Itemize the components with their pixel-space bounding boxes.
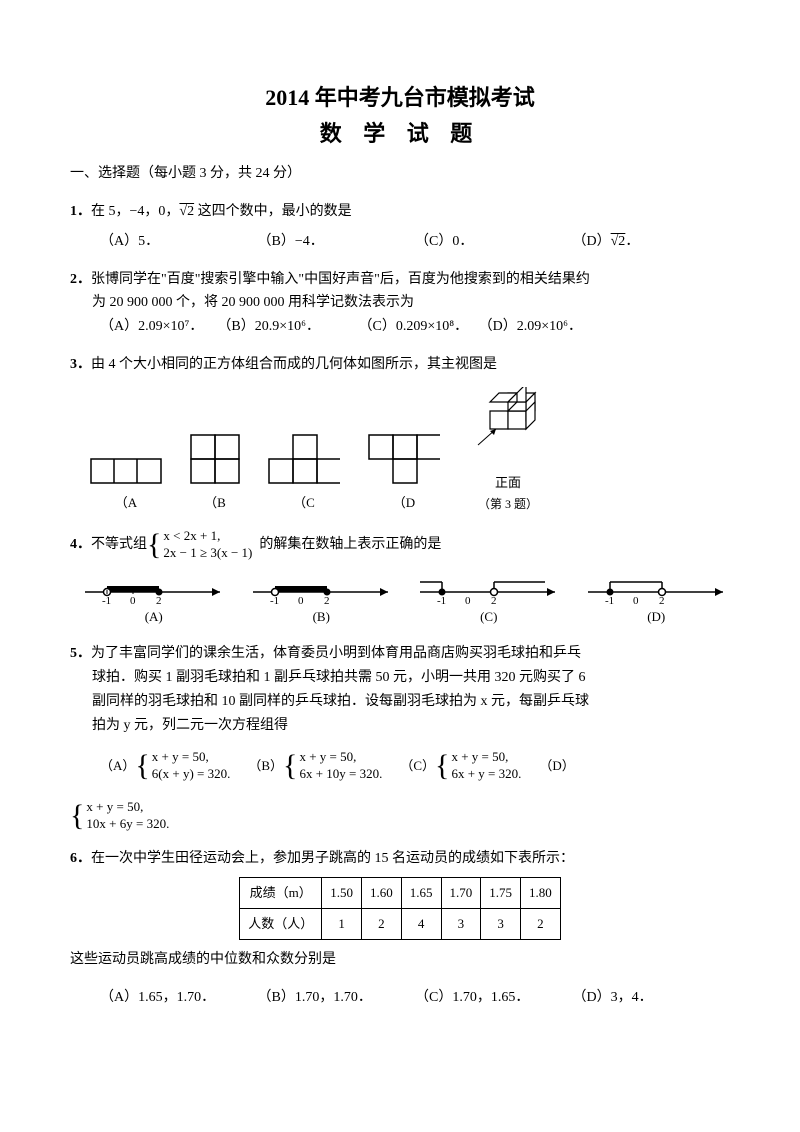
- title-main: 2014 年中考九台市模拟考试: [70, 80, 730, 112]
- q6-opt-d: （D）3，4．: [573, 986, 731, 1010]
- numberline-d: -1 0 2: [583, 572, 731, 604]
- exam-page: 2014 年中考九台市模拟考试 数 学 试 题 一、选择题（每小题 3 分，共 …: [0, 0, 800, 1064]
- table-row: 成绩（m） 1.50 1.60 1.65 1.70 1.75 1.80: [240, 877, 561, 908]
- brace-icon: {: [147, 530, 161, 560]
- svg-text:2: 2: [659, 595, 665, 604]
- svg-text:0: 0: [465, 595, 471, 604]
- q6-tail: 这些运动员跳高成绩的中位数和众数分别是: [70, 948, 730, 972]
- q3-text: 由 4 个大小相同的正方体组合而成的几何体如图所示，其主视图是: [91, 357, 497, 372]
- q4-lab-b: (B): [248, 606, 396, 628]
- svg-text:-1: -1: [605, 595, 614, 604]
- q2-opt-a: （A）2.09×10⁷．: [100, 319, 203, 334]
- q3-fig-d: （D: [368, 433, 440, 514]
- q2-num: 2．: [70, 272, 91, 287]
- q3-svg-d: [368, 433, 440, 485]
- q4-text-a: 不等式组: [91, 533, 147, 557]
- numberline-b: -1 0 2: [248, 572, 396, 604]
- q2-opt-b: （B）20.9×10⁶．: [217, 319, 320, 334]
- q3-svg-c: [268, 433, 340, 485]
- svg-text:2: 2: [156, 595, 162, 604]
- q3-num: 3．: [70, 357, 91, 372]
- q4-num: 4．: [70, 533, 91, 557]
- svg-text:0: 0: [633, 595, 639, 604]
- q4-system: { x < 2x + 1, 2x − 1 ≥ 3(x − 1): [147, 528, 252, 562]
- q6-num: 6．: [70, 851, 91, 866]
- svg-text:-1: -1: [270, 595, 279, 604]
- q5-opt-c: （C） {x + y = 50,6x + y = 320.: [400, 749, 521, 783]
- q1-opt-b: （B）−4．: [258, 230, 416, 254]
- title-sub: 数 学 试 题: [70, 116, 730, 148]
- q1-text-b: 这四个数中，最小的数是: [194, 204, 352, 219]
- q4-lab-a: (A): [80, 606, 228, 628]
- svg-text:0: 0: [298, 595, 304, 604]
- question-5: 5．为了丰富同学们的课余生活，体育委员小明到体育用品商店购买羽毛球拍和乒乓 球拍…: [70, 642, 730, 833]
- q5-num: 5．: [70, 646, 91, 661]
- q4-lab-c: (C): [415, 606, 563, 628]
- svg-text:2: 2: [491, 595, 497, 604]
- q6-opt-c: （C）1.70，1.65．: [415, 986, 573, 1010]
- q5-opt-a: （A） {x + y = 50,6(x + y) = 320.: [100, 749, 230, 783]
- q2-opt-d: （D）2.09×10⁶．: [479, 319, 582, 334]
- q2-line1: 张博同学在"百度"搜索引擎中输入"中国好声音"后，百度为他搜索到的相关结果约: [91, 272, 590, 287]
- q2-line2: 为 20 900 000 个，将 20 900 000 用科学记数法表示为: [92, 295, 414, 310]
- q6-opt-b: （B）1.70，1.70．: [258, 986, 416, 1010]
- question-3: 3．由 4 个大小相同的正方体组合而成的几何体如图所示，其主视图是 （A （B: [70, 353, 730, 514]
- question-2: 2．张博同学在"百度"搜索引擎中输入"中国好声音"后，百度为他搜索到的相关结果约…: [70, 268, 730, 339]
- q3-fig-a: （A: [90, 449, 162, 514]
- q1-opt-a: （A）5．: [100, 230, 258, 254]
- q3-fig-iso: 正面 （第 3 题）: [468, 387, 548, 515]
- section-heading: 一、选择题（每小题 3 分，共 24 分）: [70, 162, 730, 182]
- q5-opt-b: （B） {x + y = 50,6x + 10y = 320.: [248, 749, 382, 783]
- q6-opt-a: （A）1.65，1.70．: [100, 986, 258, 1010]
- question-4: 4． 不等式组 { x < 2x + 1, 2x − 1 ≥ 3(x − 1) …: [70, 528, 730, 628]
- q4-text-b: 的解集在数轴上表示正确的是: [259, 533, 441, 557]
- q3-svg-b: [190, 433, 240, 485]
- q1-opt-c: （C）0．: [415, 230, 573, 254]
- q4-lab-d: (D): [583, 606, 731, 628]
- q3-svg-iso: [468, 387, 548, 465]
- q5-opt-d: {x + y = 50,10x + 6y = 320.: [70, 799, 730, 833]
- svg-text:2: 2: [324, 595, 330, 604]
- q1-sqrt: √2: [179, 204, 194, 219]
- q3-fig-b: （B: [190, 433, 240, 514]
- table-row: 人数（人） 1 2 4 3 3 2: [240, 908, 561, 939]
- q4-numberlines: -1 0 2 -1 0 2: [80, 572, 730, 604]
- svg-text:0: 0: [130, 595, 136, 604]
- q1-opt-d: （D）√2．: [573, 230, 731, 254]
- numberline-c: -1 0 2: [415, 572, 563, 604]
- q5-opt-d-label: （D）: [539, 755, 574, 777]
- q2-opt-c: （C）0.209×10⁸．: [359, 319, 469, 334]
- question-1: 1．在 5，−4，0，√2 这四个数中，最小的数是 （A）5． （B）−4． （…: [70, 200, 730, 254]
- q1-text-a: 在 5，−4，0，: [91, 204, 179, 219]
- q6-table: 成绩（m） 1.50 1.60 1.65 1.70 1.75 1.80 人数（人…: [239, 877, 561, 940]
- svg-text:-1: -1: [437, 595, 446, 604]
- q1-num: 1．: [70, 204, 91, 219]
- question-6: 6．在一次中学生田径运动会上，参加男子跳高的 15 名运动员的成绩如下表所示： …: [70, 847, 730, 1010]
- svg-text:-1: -1: [102, 595, 111, 604]
- q3-fig-c: （C: [268, 433, 340, 514]
- q3-svg-a: [90, 449, 162, 485]
- numberline-a: -1 0 2: [80, 572, 228, 604]
